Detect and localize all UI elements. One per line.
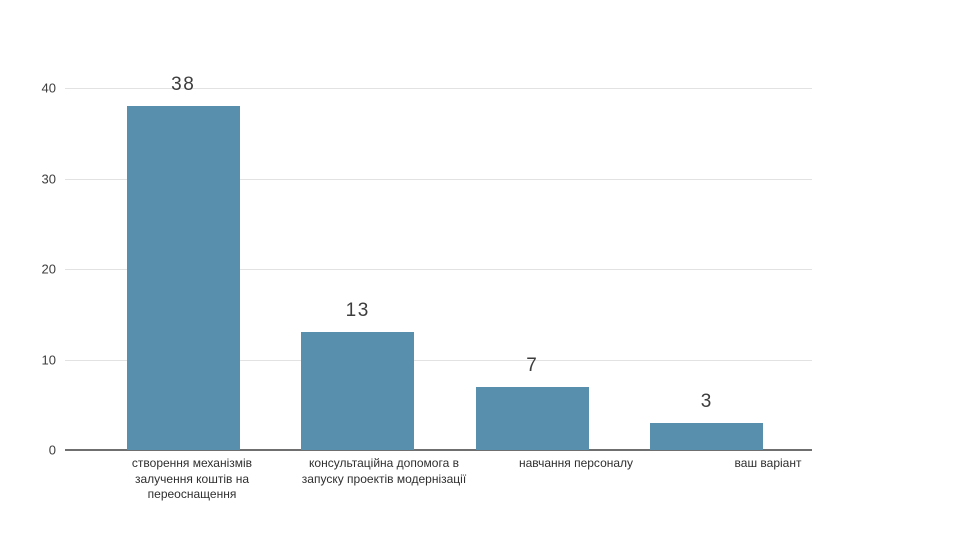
gridline-40 [65,88,812,89]
bar-value-label: 38 [171,74,196,96]
category-label: навчання персоналу [480,456,672,503]
bar-value-label: 13 [345,300,370,322]
bar-group: 13 [271,88,446,450]
category-label-line: навчання персоналу [518,456,634,470]
category-label-line: ваш варіант [734,456,802,470]
category-cell: ваш варіант [672,456,864,503]
x-axis-line [65,449,812,451]
y-tick-label: 40 [41,80,56,96]
category-label-line: переоснащення [147,487,237,501]
bar-value-label: 7 [526,354,539,376]
gridline-20 [65,269,812,270]
category-label: консультаційна допомога в запуску проект… [288,456,480,503]
y-tick-label: 20 [41,261,56,277]
bar-group: 3 [620,88,795,450]
category-cell: навчання персоналу [480,456,672,503]
gridline-30 [65,178,812,180]
bar-value-label: 3 [700,390,713,412]
y-axis-ticks: 40 30 20 10 0 [0,81,56,458]
bar-group: 7 [445,88,620,450]
category-cell: консультаційна допомога в запуску проект… [288,456,480,503]
bar [650,422,764,450]
x-axis-labels: створення механізмів залучення коштів на… [96,456,802,503]
bars-container: 38 13 7 3 [96,74,795,450]
bar [126,106,240,450]
bar [475,386,589,450]
bar [301,332,415,450]
category-label-line: запуску проектів модернізації [301,471,467,486]
gridline-10 [65,359,812,361]
category-cell: створення механізмів залучення коштів на… [96,456,288,503]
category-label: створення механізмів залучення коштів на… [96,456,288,503]
y-tick-label: 10 [41,352,56,367]
bar-group: 38 [96,74,271,450]
y-tick-label: 30 [41,171,56,186]
y-tick-label: 0 [48,442,56,458]
plot-area: 38 13 7 3 [65,74,812,451]
category-label-line: залучення коштів на [134,471,250,486]
category-label: ваш варіант [672,456,864,503]
category-label-line: створення механізмів [131,456,253,470]
category-label-line: консультаційна допомога в [309,456,459,470]
